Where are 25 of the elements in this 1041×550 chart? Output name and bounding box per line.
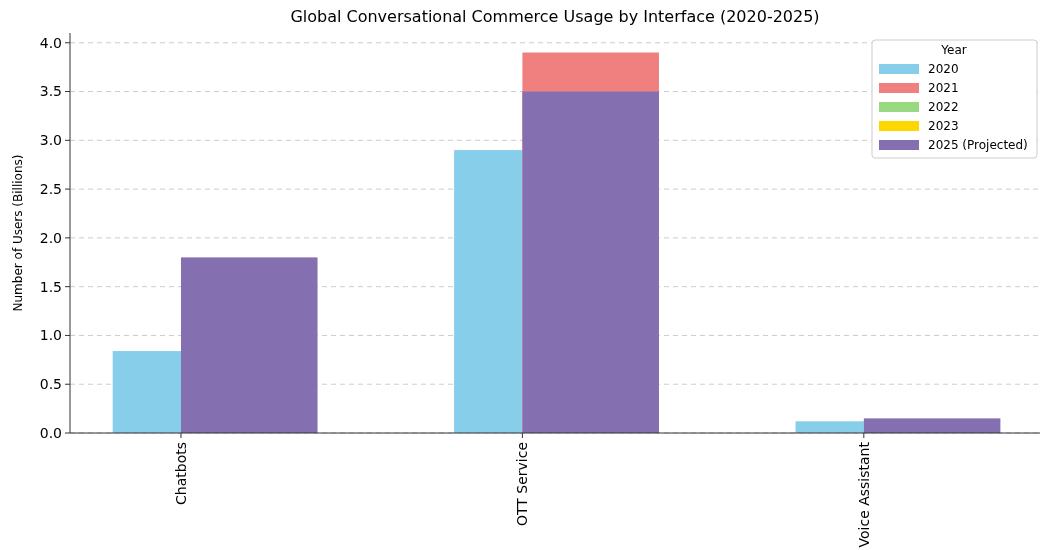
legend-title: Year: [940, 43, 967, 57]
legend-label: 2023: [928, 119, 959, 134]
x-tick-label: Chatbots: [172, 442, 189, 505]
legend-label: 2021: [928, 81, 959, 96]
bar: [454, 150, 523, 433]
x-tick-label: Voice Assistant: [855, 441, 872, 548]
bar: [180, 257, 318, 433]
y-tick-label: 1.5: [39, 278, 62, 295]
bar: [795, 421, 864, 433]
y-tick-label: 0.0: [39, 424, 62, 441]
y-tick-label: 0.5: [39, 376, 62, 393]
legend-label: 2020: [928, 62, 959, 77]
bar: [112, 351, 181, 433]
y-tick-label: 4.0: [39, 34, 62, 51]
y-tick-label: 3.5: [39, 83, 62, 100]
chart-title: Global Conversational Commerce Usage by Interface (2020-2025): [290, 7, 820, 26]
bar: [863, 418, 1001, 433]
legend-label: 2025 (Projected): [928, 138, 1028, 153]
y-tick-label: 3.0: [39, 132, 62, 149]
legend-label: 2022: [928, 100, 959, 115]
y-tick-label: 2.5: [39, 181, 62, 197]
y-tick-label: 1.0: [39, 327, 62, 344]
y-tick-label: 2.0: [39, 229, 62, 246]
x-tick-label: OTT Service: [514, 442, 531, 527]
y-axis-title: Number of Users (Billions): [11, 154, 25, 312]
